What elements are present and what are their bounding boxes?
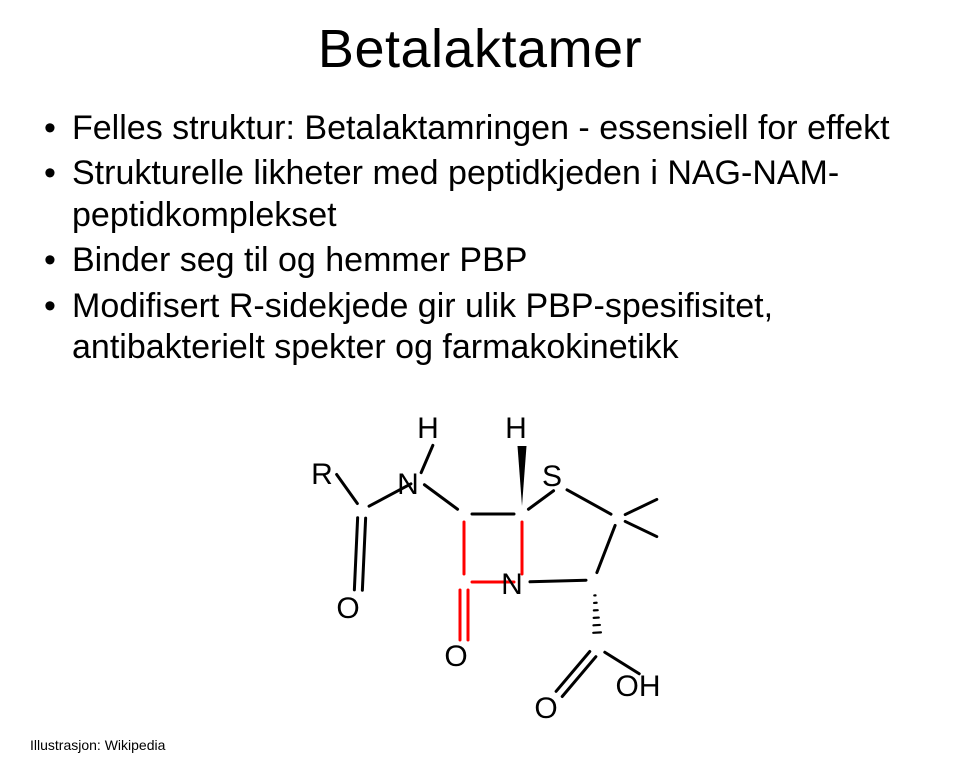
image-credit: Illustrasjon: Wikipedia bbox=[30, 737, 165, 753]
svg-text:OH: OH bbox=[616, 670, 661, 703]
svg-text:N: N bbox=[501, 568, 523, 601]
bullet-list: Felles struktur: Betalaktamringen - esse… bbox=[40, 108, 920, 369]
bullet-text: Strukturelle likheter med peptidkjeden i… bbox=[72, 154, 839, 233]
svg-text:R: R bbox=[311, 458, 333, 491]
molecule-diagram: RHNHSNOOOOH bbox=[298, 400, 698, 740]
svg-text:N: N bbox=[397, 468, 419, 501]
list-item: Modifisert R-sidekjede gir ulik PBP-spes… bbox=[44, 286, 920, 369]
svg-text:H: H bbox=[505, 412, 527, 445]
bullet-text: Binder seg til og hemmer PBP bbox=[72, 241, 527, 279]
list-item: Binder seg til og hemmer PBP bbox=[44, 240, 920, 281]
svg-text:H: H bbox=[417, 412, 439, 445]
svg-text:O: O bbox=[444, 640, 467, 673]
svg-text:O: O bbox=[336, 592, 359, 625]
list-item: Strukturelle likheter med peptidkjeden i… bbox=[44, 153, 920, 236]
bullet-text: Felles struktur: Betalaktamringen - esse… bbox=[72, 109, 890, 147]
svg-text:O: O bbox=[534, 692, 557, 725]
slide: Betalaktamer Felles struktur: Betalaktam… bbox=[0, 0, 960, 767]
molecule-svg: RHNHSNOOOOH bbox=[298, 400, 698, 740]
svg-text:S: S bbox=[542, 460, 562, 493]
slide-title: Betalaktamer bbox=[40, 18, 920, 80]
list-item: Felles struktur: Betalaktamringen - esse… bbox=[44, 108, 920, 149]
bullet-text: Modifisert R-sidekjede gir ulik PBP-spes… bbox=[72, 287, 773, 366]
